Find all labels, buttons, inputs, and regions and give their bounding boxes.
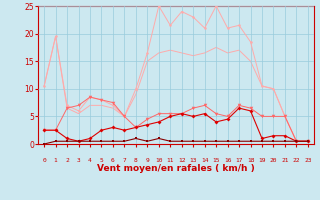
X-axis label: Vent moyen/en rafales ( km/h ): Vent moyen/en rafales ( km/h ): [97, 164, 255, 173]
